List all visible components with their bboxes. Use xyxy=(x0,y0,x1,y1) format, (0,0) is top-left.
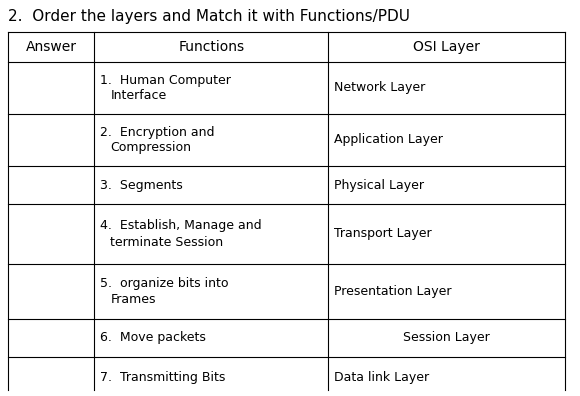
Text: Answer: Answer xyxy=(26,40,77,54)
Text: 6.  Move packets: 6. Move packets xyxy=(100,331,206,345)
Text: Session Layer: Session Layer xyxy=(403,331,490,345)
Text: 5.  organize bits into: 5. organize bits into xyxy=(100,277,229,290)
Text: Frames: Frames xyxy=(110,293,156,306)
Text: Transport Layer: Transport Layer xyxy=(334,227,432,240)
Text: OSI Layer: OSI Layer xyxy=(413,40,480,54)
Text: 1.  Human Computer: 1. Human Computer xyxy=(100,74,231,87)
Text: 2.  Encryption and: 2. Encryption and xyxy=(100,126,215,139)
Text: Network Layer: Network Layer xyxy=(334,82,426,95)
Text: 7.  Transmitting Bits: 7. Transmitting Bits xyxy=(100,371,226,385)
Text: 4.  Establish, Manage and: 4. Establish, Manage and xyxy=(100,219,262,232)
Text: Physical Layer: Physical Layer xyxy=(334,179,425,192)
Text: 2.  Order the layers and Match it with Functions/PDU: 2. Order the layers and Match it with Fu… xyxy=(8,8,410,23)
Text: Functions: Functions xyxy=(178,40,244,54)
Text: Presentation Layer: Presentation Layer xyxy=(334,285,452,298)
Text: 3.  Segments: 3. Segments xyxy=(100,179,183,192)
Text: Compression: Compression xyxy=(110,141,191,154)
Text: Interface: Interface xyxy=(110,89,166,102)
Text: Data link Layer: Data link Layer xyxy=(334,371,429,385)
Text: terminate Session: terminate Session xyxy=(110,236,223,249)
Text: Application Layer: Application Layer xyxy=(334,133,443,147)
